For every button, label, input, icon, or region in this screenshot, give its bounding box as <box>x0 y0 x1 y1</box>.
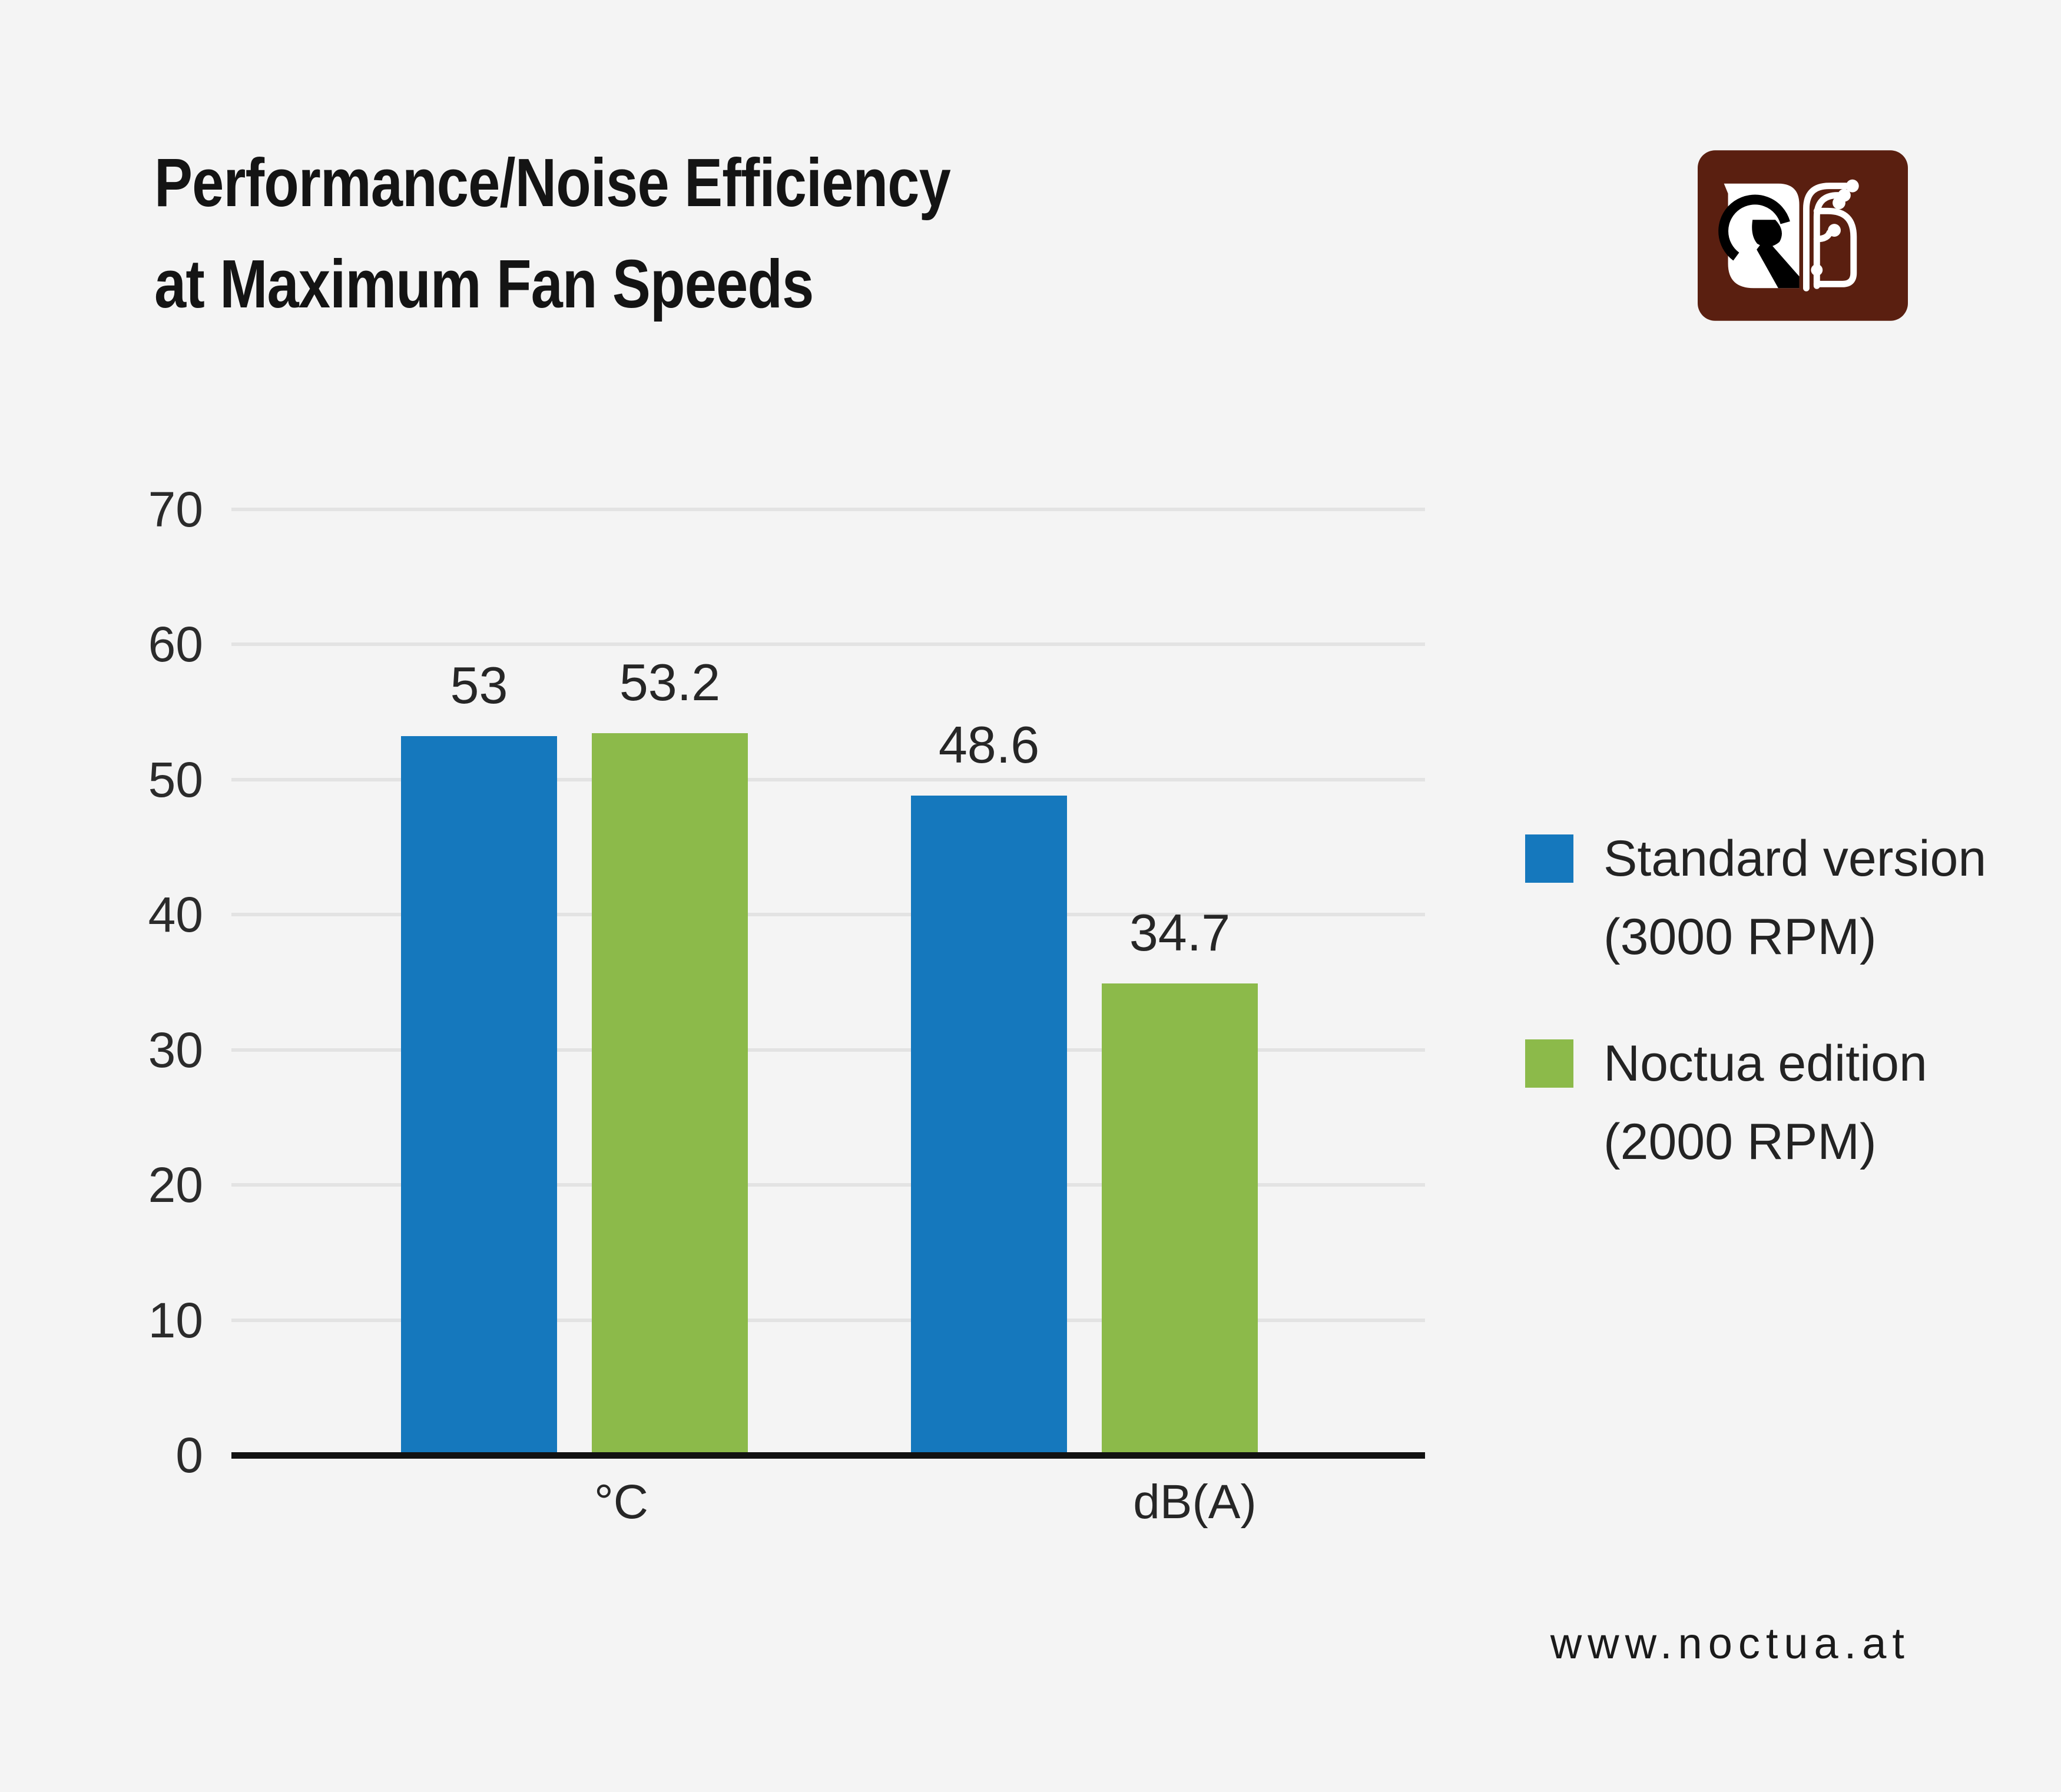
bar-value-label: 53.2 <box>619 653 721 711</box>
y-tick-label: 0 <box>175 1427 203 1483</box>
y-tick-label: 30 <box>148 1022 203 1078</box>
legend-swatch <box>1525 1039 1573 1088</box>
gridline-40 <box>231 913 1425 916</box>
legend-item-1: Standard version (3000 RPM) <box>1525 820 1986 976</box>
y-tick-label: 70 <box>148 481 203 537</box>
bar-value-label: 53 <box>450 656 508 714</box>
gridline-70 <box>231 507 1425 511</box>
page-title-line2: at Maximum Fan Speeds <box>154 246 814 322</box>
page-title: Performance/Noise Efficiency at Maximum … <box>154 132 951 334</box>
gridline-10 <box>231 1318 1425 1322</box>
page-title-line1: Performance/Noise Efficiency <box>154 144 951 221</box>
gridline-30 <box>231 1048 1425 1052</box>
y-tick-label: 20 <box>148 1157 203 1213</box>
bar-C-series2 <box>592 733 748 1452</box>
fan-trace-dots <box>1811 179 1859 276</box>
gridline-50 <box>231 777 1425 781</box>
legend-item-2: Noctua edition (2000 RPM) <box>1525 1025 1927 1181</box>
y-tick-label: 40 <box>148 887 203 942</box>
y-tick-label: 60 <box>148 617 203 672</box>
noctua-logo <box>1698 150 1908 321</box>
bar-value-label: 48.6 <box>938 716 1040 774</box>
gridline-60 <box>231 642 1425 646</box>
bar-C-series1 <box>401 736 557 1452</box>
website-url: www.noctua.at <box>1550 1619 1910 1668</box>
bar-dBA-series1 <box>911 796 1067 1452</box>
legend-swatch <box>1525 834 1573 883</box>
y-tick-label: 10 <box>148 1292 203 1348</box>
owl-icon <box>1718 183 1800 289</box>
legend-label: Noctua edition (2000 RPM) <box>1603 1035 1927 1170</box>
category-label-1: °C <box>594 1475 648 1529</box>
gridline-20 <box>231 1183 1425 1187</box>
x-axis-line <box>231 1452 1425 1459</box>
category-label-2: dB(A) <box>1133 1475 1257 1529</box>
y-tick-label: 50 <box>148 751 203 807</box>
legend-label: Standard version (3000 RPM) <box>1603 830 1987 965</box>
bar-dBA-series2 <box>1102 983 1258 1452</box>
bar-value-label: 34.7 <box>1129 903 1231 962</box>
